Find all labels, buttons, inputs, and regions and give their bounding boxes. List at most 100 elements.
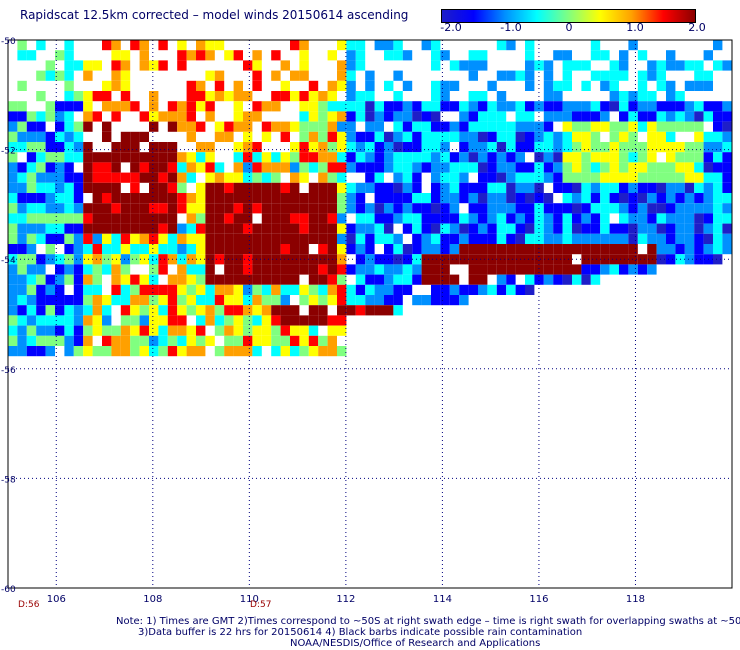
heatmap-cell: [694, 172, 704, 183]
heatmap-cell: [318, 121, 328, 132]
heatmap-cell: [149, 346, 159, 357]
heatmap-cell: [506, 193, 516, 204]
heatmap-cell: [722, 142, 732, 153]
heatmap-cell: [224, 203, 234, 214]
heatmap-cell: [205, 254, 215, 265]
heatmap-cell: [637, 50, 648, 61]
heatmap-cell: [684, 80, 695, 91]
heatmap-cell: [233, 305, 243, 316]
heatmap-cell: [139, 274, 149, 285]
heatmap-cell: [722, 182, 732, 193]
heatmap-cell: [83, 121, 93, 132]
heatmap-cell: [468, 254, 478, 265]
heatmap-cell: [186, 193, 196, 204]
heatmap-cell: [346, 203, 356, 214]
heatmap-cell: [619, 254, 629, 265]
heatmap-cell: [355, 152, 366, 163]
heatmap-cell: [600, 244, 610, 255]
heatmap-cell: [478, 121, 488, 132]
x-tick-label: 118: [626, 594, 645, 605]
heatmap-cell: [694, 152, 704, 163]
heatmap-cell: [318, 346, 328, 357]
heatmap-cell: [36, 203, 46, 214]
heatmap-cell: [421, 162, 431, 173]
heatmap-cell: [73, 264, 84, 275]
heatmap-cell: [656, 121, 666, 132]
heatmap-cell: [120, 264, 131, 275]
heatmap-cell: [45, 325, 55, 336]
heatmap-cell: [722, 233, 732, 244]
heatmap-cell: [149, 264, 159, 275]
heatmap-cell: [290, 70, 300, 81]
heatmap-cell: [261, 284, 272, 295]
heatmap-cell: [45, 162, 55, 173]
heatmap-cell: [722, 244, 732, 255]
heatmap-cell: [73, 60, 84, 71]
heatmap-cell: [26, 182, 37, 193]
heatmap-cell: [167, 335, 178, 346]
heatmap-cell: [243, 193, 253, 204]
heatmap-cell: [553, 254, 563, 265]
heatmap-cell: [233, 121, 243, 132]
heatmap-cell: [619, 264, 629, 275]
heatmap-cell: [384, 233, 394, 244]
heatmap-cell: [233, 233, 243, 244]
heatmap-cell: [600, 213, 610, 224]
heatmap-cell: [515, 70, 525, 81]
heatmap-cell: [214, 346, 225, 357]
heatmap-cell: [431, 295, 441, 306]
heatmap-cell: [55, 193, 65, 204]
heatmap-cell: [327, 264, 337, 275]
heatmap-cell: [412, 295, 422, 306]
heatmap-cell: [600, 152, 610, 163]
heatmap-cell: [280, 305, 290, 316]
heatmap-cell: [290, 254, 300, 265]
heatmap-cell: [280, 244, 290, 255]
heatmap-cell: [26, 233, 37, 244]
heatmap-cell: [496, 70, 507, 81]
heatmap-cell: [337, 264, 347, 275]
heatmap-cell: [393, 50, 403, 61]
heatmap-cell: [17, 131, 27, 142]
heatmap-cell: [299, 223, 309, 234]
heatmap-cell: [64, 295, 74, 306]
heatmap-cell: [440, 244, 450, 255]
heatmap-cell: [487, 223, 497, 234]
heatmap-cell: [666, 101, 676, 112]
heatmap-cell: [543, 70, 554, 81]
heatmap-cell: [186, 111, 196, 122]
heatmap-cell: [355, 213, 366, 224]
heatmap-cell: [233, 295, 243, 306]
heatmap-cell: [36, 40, 46, 51]
heatmap-cell: [496, 101, 507, 112]
heatmap-cell: [233, 101, 243, 112]
heatmap-cell: [572, 264, 582, 275]
heatmap-cell: [525, 244, 535, 255]
heatmap-cell: [73, 131, 84, 142]
heatmap-cell: [619, 142, 629, 153]
heatmap-cell: [337, 193, 347, 204]
heatmap-cell: [243, 244, 253, 255]
heatmap-cell: [318, 254, 328, 265]
heatmap-cell: [355, 142, 366, 153]
heatmap-cell: [308, 193, 319, 204]
heatmap-cell: [337, 213, 347, 224]
heatmap-cell: [167, 233, 178, 244]
heatmap-cell: [337, 162, 347, 173]
heatmap-cell: [515, 223, 525, 234]
heatmap-cell: [346, 233, 356, 244]
heatmap-cell: [355, 131, 366, 142]
heatmap-cell: [496, 264, 507, 275]
heatmap-cell: [590, 101, 601, 112]
heatmap-cell: [327, 121, 337, 132]
heatmap-cell: [8, 162, 18, 173]
heatmap-cell: [73, 203, 84, 214]
heatmap-cell: [496, 213, 507, 224]
heatmap-cell: [233, 346, 243, 357]
heatmap-cell: [553, 213, 563, 224]
heatmap-cell: [196, 233, 206, 244]
heatmap-cell: [280, 223, 290, 234]
heatmap-cell: [421, 244, 431, 255]
heatmap-cell: [684, 111, 695, 122]
heatmap-cell: [130, 223, 140, 234]
